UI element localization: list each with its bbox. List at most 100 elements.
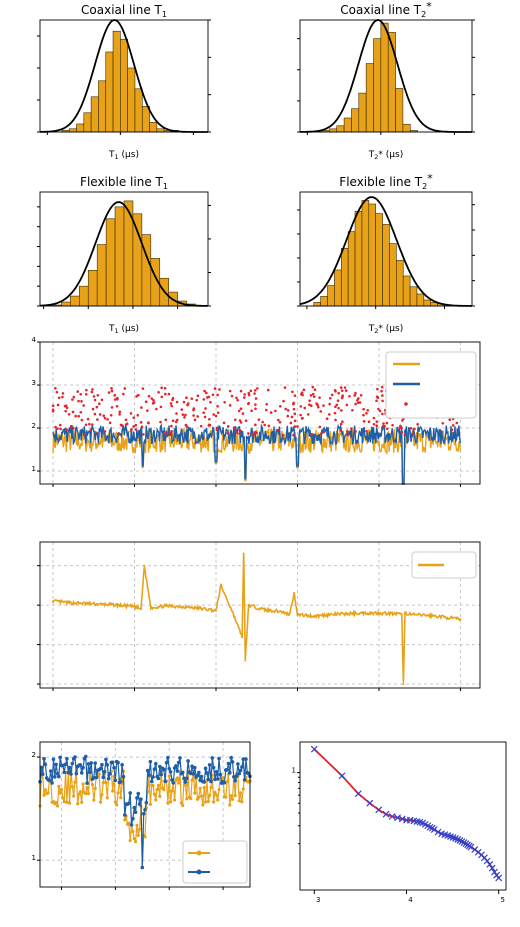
t2-point: [73, 755, 77, 759]
tphi-point: [375, 420, 379, 423]
tphi-point: [306, 413, 310, 416]
t2-point: [106, 776, 111, 781]
tphi-point: [450, 428, 454, 431]
t2-point: [100, 762, 104, 767]
tphi-point: [125, 422, 129, 426]
title-suffix: *: [426, 0, 432, 13]
histogram-bar: [141, 106, 150, 133]
t2-point: [182, 776, 186, 781]
allan-point: [388, 813, 396, 820]
tphi-point: [283, 386, 287, 389]
t1-point: [54, 800, 58, 805]
histogram-bar: [395, 88, 404, 133]
y-tick-label: 1: [32, 465, 36, 473]
tphi-point: [339, 422, 343, 426]
tphi-point: [339, 386, 343, 389]
t2-point: [153, 761, 158, 766]
t2-point: [43, 762, 48, 767]
t1-point: [138, 827, 142, 831]
allan-point: [426, 823, 434, 831]
tphi-point: [168, 432, 171, 435]
tphi-point: [382, 424, 385, 428]
normal-distribution-curve: [299, 196, 472, 307]
t1-point: [216, 798, 220, 802]
tphi-point: [382, 422, 385, 425]
tphi-point: [98, 413, 102, 416]
tphi-point: [159, 405, 163, 409]
tphi-point: [65, 406, 69, 410]
t1-point: [76, 802, 80, 806]
t1-point: [143, 835, 147, 839]
t2-point: [81, 765, 85, 770]
tphi-point: [196, 394, 200, 398]
tphi-point: [71, 410, 75, 414]
tphi-point: [139, 421, 143, 424]
t2-point: [89, 761, 93, 765]
t1-point: [148, 802, 152, 806]
x-label-text: T: [108, 150, 115, 160]
t1-point: [170, 789, 174, 793]
tphi-point: [76, 390, 80, 393]
tphi-point: [95, 432, 99, 435]
t2-point: [131, 816, 135, 821]
tphi-point: [299, 413, 302, 417]
tphi-point: [354, 391, 357, 395]
t2-point: [137, 802, 142, 806]
t2-point: [184, 776, 189, 781]
histogram-bar: [340, 248, 349, 307]
tphi-point: [106, 418, 109, 421]
t2-point: [222, 780, 227, 785]
tphi-point: [100, 398, 104, 402]
tphi-point: [345, 403, 349, 407]
tphi-point: [362, 420, 366, 423]
t2-point: [233, 778, 237, 783]
t2-point: [129, 823, 134, 827]
allan-point: [382, 810, 390, 818]
panel-title: Coaxial line T2*: [340, 0, 432, 19]
t2-point: [213, 777, 217, 782]
tphi-point: [108, 421, 112, 425]
tphi-point: [234, 430, 238, 433]
tphi-point: [274, 409, 277, 413]
t1-point: [202, 785, 206, 789]
panel-h: 3 4 5 1: [292, 741, 507, 904]
tphi-point: [226, 425, 230, 428]
tphi-point: [71, 398, 74, 401]
tphi-point: [61, 395, 64, 399]
histogram-bar: [354, 210, 363, 307]
t1-point: [131, 829, 135, 834]
t1-point: [156, 783, 161, 787]
tphi-point: [208, 417, 211, 421]
tphi-point: [441, 421, 445, 425]
tphi-point: [401, 419, 404, 422]
tphi-point: [365, 411, 368, 415]
tphi-point: [411, 432, 415, 436]
tphi-point: [247, 432, 250, 435]
t1-point: [70, 785, 74, 789]
t2-point: [174, 764, 178, 768]
t2-point: [207, 763, 212, 767]
tphi-point: [96, 393, 100, 397]
tphi-point: [184, 413, 187, 417]
allan-point: [488, 864, 496, 872]
histogram-bar: [105, 51, 114, 133]
tphi-point: [334, 418, 337, 422]
x-tick-label-exp: 4: [408, 896, 413, 904]
tphi-point: [203, 415, 207, 419]
tphi-point: [115, 404, 119, 408]
tphi-point: [416, 423, 419, 426]
tphi-point: [276, 428, 279, 432]
tphi-point: [80, 399, 83, 403]
tphi-point: [293, 419, 297, 423]
t1-point: [85, 785, 89, 790]
tphi-point: [341, 394, 344, 398]
t2-point: [228, 770, 232, 775]
tphi-point: [278, 420, 282, 424]
tphi-point: [147, 421, 150, 425]
tphi-point: [367, 420, 371, 424]
t1-point: [78, 790, 82, 794]
legend-box: [182, 840, 248, 884]
y-tick-label-exp: 2: [32, 751, 36, 759]
tphi-point: [380, 385, 384, 389]
